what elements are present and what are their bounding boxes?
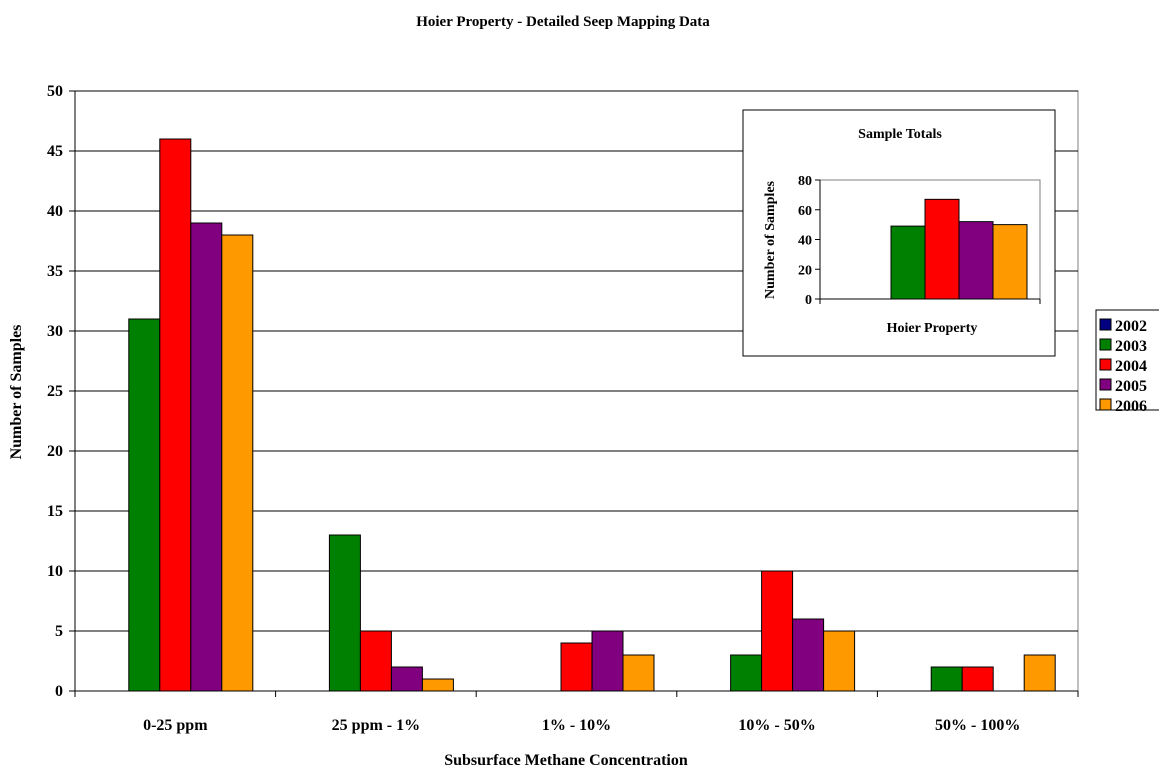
y-axis-title: Number of Samples bbox=[8, 325, 25, 460]
y-tick-label: 15 bbox=[47, 503, 63, 520]
bar bbox=[190, 222, 223, 692]
x-tick-label: 25 ppm - 1% bbox=[332, 717, 420, 734]
inset-title: Sample Totals bbox=[858, 127, 942, 142]
y-tick-label: 40 bbox=[47, 203, 63, 220]
inset-y-tick-label: 60 bbox=[798, 204, 812, 219]
x-tick-label: 1% - 10% bbox=[542, 717, 611, 734]
y-tick-label: 20 bbox=[47, 443, 63, 460]
bar bbox=[359, 630, 392, 692]
inset-y-tick-label: 0 bbox=[805, 293, 812, 308]
bar bbox=[328, 534, 361, 692]
inset-plot-area: 0 20 40 60 80 bbox=[798, 174, 1041, 308]
chart-title: Hoier Property - Detailed Seep Mapping D… bbox=[416, 14, 710, 30]
bar bbox=[730, 654, 763, 692]
legend-swatch bbox=[1099, 398, 1112, 411]
y-tick-label: 5 bbox=[55, 623, 63, 640]
x-tick-label: 50% - 100% bbox=[935, 717, 1020, 734]
legend-swatch bbox=[1099, 358, 1112, 371]
inset-bar bbox=[890, 225, 926, 300]
legend-swatch bbox=[1099, 318, 1112, 331]
y-tick-label: 45 bbox=[47, 143, 63, 160]
bar bbox=[128, 318, 161, 692]
bar bbox=[159, 138, 192, 692]
inset-bar bbox=[958, 221, 994, 300]
legend-label: 2003 bbox=[1115, 338, 1147, 355]
bar bbox=[961, 666, 994, 692]
y-tick-label: 50 bbox=[47, 83, 63, 100]
y-tick-label: 10 bbox=[47, 563, 63, 580]
x-axis-title: Subsurface Methane Concentration bbox=[444, 752, 688, 768]
inset-y-axis-title: Number of Samples bbox=[763, 180, 778, 299]
bar bbox=[390, 666, 423, 692]
bar bbox=[421, 678, 454, 692]
legend: 2002 2003 2004 2005 2006 bbox=[1095, 309, 1159, 415]
bar bbox=[622, 654, 655, 692]
bar bbox=[591, 630, 624, 692]
bar bbox=[930, 666, 963, 692]
inset-y-tick-label: 40 bbox=[798, 234, 812, 249]
bar bbox=[823, 630, 856, 692]
legend-swatch bbox=[1099, 378, 1112, 391]
bar bbox=[221, 234, 254, 692]
legend-swatch bbox=[1099, 338, 1112, 351]
legend-label: 2005 bbox=[1115, 378, 1147, 395]
bar bbox=[1023, 654, 1056, 692]
inset-bar bbox=[992, 224, 1028, 300]
legend-label: 2006 bbox=[1115, 398, 1147, 415]
inset-bar bbox=[924, 198, 960, 300]
y-tick-label: 35 bbox=[47, 263, 63, 280]
y-tick-label: 0 bbox=[55, 683, 63, 700]
inset-x-axis-title: Hoier Property bbox=[887, 321, 978, 336]
bar bbox=[792, 618, 825, 692]
inset-chart: Sample Totals Hoier Property Number of S… bbox=[742, 109, 1056, 357]
bar bbox=[560, 642, 593, 692]
inset-y-tick-label: 20 bbox=[798, 263, 812, 278]
inset-y-tick-label: 80 bbox=[798, 174, 812, 189]
x-tick-label: 10% - 50% bbox=[738, 717, 815, 734]
y-tick-label: 30 bbox=[47, 323, 63, 340]
legend-label: 2004 bbox=[1115, 358, 1147, 375]
x-tick-label: 0-25 ppm bbox=[143, 717, 208, 734]
y-tick-label: 25 bbox=[47, 383, 63, 400]
legend-label: 2002 bbox=[1115, 318, 1147, 335]
bar bbox=[761, 570, 794, 692]
